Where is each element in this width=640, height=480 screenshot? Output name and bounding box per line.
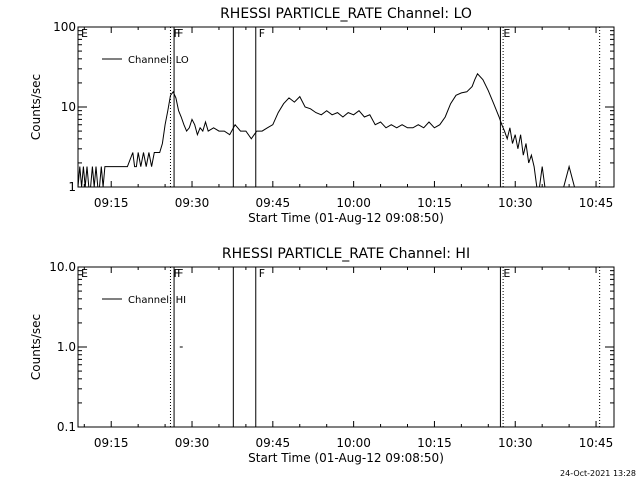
x-tick-label: 10:45 [579,196,614,210]
y-tick-label: 10.0 [49,260,76,274]
annotation-label: F [259,27,265,40]
chart-title: RHESSI PARTICLE_RATE Channel: HI [222,246,470,262]
annotation-label: F [259,267,265,280]
annotation-label: E [503,267,510,280]
y-axis-label: Counts/sec [29,314,43,380]
x-tick-label: 10:30 [498,436,533,450]
y-tick-label: 1 [68,180,76,194]
x-tick-label: 10:15 [417,436,452,450]
legend-label: Channel: HI [128,295,186,306]
y-tick-label: 1.0 [57,340,76,354]
legend-label: Channel: LO [128,55,189,66]
x-tick-label: 10:00 [336,196,371,210]
timestamp-stamp: 24-Oct-2021 13:28 [560,469,636,478]
x-tick-label: 09:45 [256,436,291,450]
x-tick-label: 10:15 [417,196,452,210]
x-tick-label: 09:15 [94,436,129,450]
x-tick-label: 09:15 [94,196,129,210]
annotation-label: F [173,27,179,40]
chart-title: RHESSI PARTICLE_RATE Channel: LO [220,6,472,22]
x-tick-label: 10:45 [579,436,614,450]
panel-lo: RHESSI PARTICLE_RATE Channel: LO 09:15 09:… [29,6,615,225]
annotation-label: E [503,27,510,40]
plot-frame [77,266,615,428]
x-tick-label: 10:30 [498,196,533,210]
panel-hi: RHESSI PARTICLE_RATE Channel: HI 09:15 09:… [29,246,615,465]
x-axis-label: Start Time (01-Aug-12 09:08:50) [248,451,444,465]
annotation-label: F [177,267,183,280]
annotation-label: F [177,27,183,40]
y-tick-label: 0.1 [57,420,76,434]
annotation-label: E [81,27,88,40]
annotation-label: E [81,267,88,280]
x-tick-label: 09:30 [175,436,210,450]
x-tick-label: 09:45 [256,196,291,210]
y-tick-label: 100 [53,20,76,34]
x-axis-label: Start Time (01-Aug-12 09:08:50) [248,211,444,225]
annotation-label: F [173,267,179,280]
y-axis-label: Counts/sec [29,74,43,140]
series-line [77,72,586,188]
x-tick-label: 09:30 [175,196,210,210]
x-tick-label: 10:00 [336,436,371,450]
y-tick-label: 10 [61,100,76,114]
